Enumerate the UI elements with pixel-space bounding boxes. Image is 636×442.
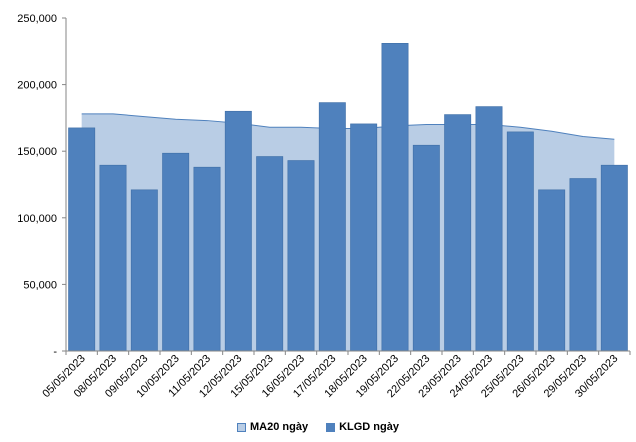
klgd-bar-23/05/2023: [444, 114, 472, 352]
klgd-bar-19/05/2023: [381, 43, 409, 352]
klgd-bar-layer: [68, 43, 628, 352]
klgd-bar-24/05/2023: [475, 106, 503, 352]
legend-item-ma20: MA20 ngày: [237, 421, 308, 433]
ma20-line: [81, 113, 615, 140]
klgd-bar-10/05/2023: [162, 152, 190, 352]
klgd-bar-30/05/2023: [600, 164, 628, 352]
klgd-bar-09/05/2023: [130, 189, 158, 352]
klgd-bar-17/05/2023: [318, 102, 346, 352]
legend: MA20 ngày KLGD ngày: [0, 418, 636, 436]
ma20-area: [81, 113, 615, 352]
legend-item-klgd: KLGD ngày: [326, 421, 399, 433]
klgd-bar-15/05/2023: [256, 156, 284, 352]
legend-label-klgd: KLGD ngày: [339, 421, 399, 433]
klgd-bar-11/05/2023: [193, 166, 221, 352]
klgd-bar-08/05/2023: [99, 164, 127, 352]
klgd-bar-05/05/2023: [68, 127, 96, 352]
klgd-bar-16/05/2023: [287, 160, 315, 352]
chart-canvas: -50,000100,000150,000200,000250,00005/05…: [17, 13, 631, 400]
ma20-area-layer: [81, 113, 615, 352]
klgd-bar-29/05/2023: [569, 178, 597, 352]
legend-label-ma20: MA20 ngày: [250, 421, 309, 433]
legend-swatch-ma20: [237, 422, 246, 432]
y-tick-label: 150,000: [17, 146, 57, 158]
y-tick-label: 200,000: [17, 80, 57, 92]
y-tick-label: 50,000: [23, 279, 57, 291]
y-tick-label: 100,000: [17, 213, 57, 225]
legend-swatch-klgd: [326, 422, 336, 432]
klgd-bar-25/05/2023: [506, 131, 534, 352]
klgd-bar-26/05/2023: [538, 189, 566, 352]
klgd-bar-12/05/2023: [224, 110, 252, 352]
klgd-bar-18/05/2023: [350, 123, 378, 352]
y-tick-label: -: [53, 346, 57, 358]
klgd-bar-22/05/2023: [412, 144, 440, 352]
y-tick-label: 250,000: [17, 13, 57, 25]
